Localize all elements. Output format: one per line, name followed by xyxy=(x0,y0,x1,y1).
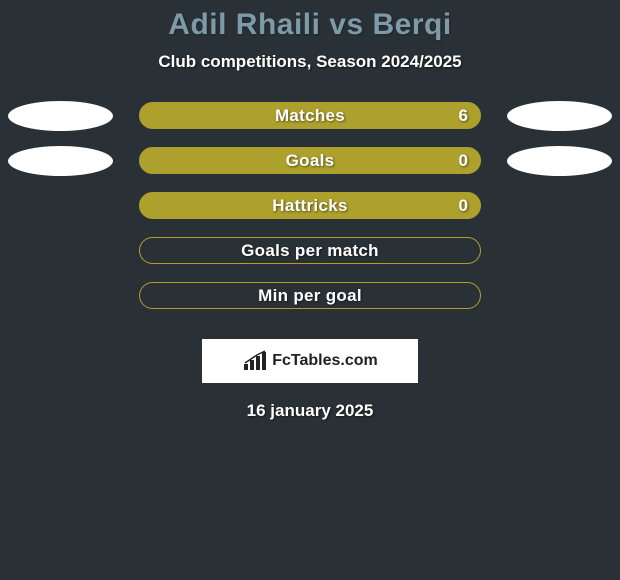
brand-text: FcTables.com xyxy=(272,352,378,370)
left-ellipse xyxy=(8,101,113,131)
left-ellipse xyxy=(8,146,113,176)
stat-value: 0 xyxy=(459,196,468,216)
stat-label: Goals per match xyxy=(241,241,379,261)
stat-label: Matches xyxy=(275,106,345,126)
chart-bars-icon xyxy=(242,350,268,372)
stat-bar: Hattricks 0 xyxy=(139,192,481,219)
stats-rows: Matches 6 Goals 0 Hattricks 0 Goals per match M… xyxy=(0,102,620,309)
brand-box: FcTables.com xyxy=(202,339,418,383)
stat-value: 0 xyxy=(459,151,468,171)
stat-row: Matches 6 xyxy=(0,102,620,129)
stat-bar: Goals per match xyxy=(139,237,481,264)
stat-row: Min per goal xyxy=(0,282,620,309)
stat-row: Hattricks 0 xyxy=(0,192,620,219)
right-ellipse xyxy=(507,146,612,176)
page-title: Adil Rhaili vs Berqi xyxy=(0,8,620,42)
date-text: 16 january 2025 xyxy=(0,401,620,421)
stat-label: Goals xyxy=(286,151,335,171)
stat-bar: Min per goal xyxy=(139,282,481,309)
comparison-card: Adil Rhaili vs Berqi Club competitions, … xyxy=(0,0,620,580)
stat-bar: Goals 0 xyxy=(139,147,481,174)
right-ellipse xyxy=(507,101,612,131)
stat-row: Goals 0 xyxy=(0,147,620,174)
stat-bar: Matches 6 xyxy=(139,102,481,129)
stat-row: Goals per match xyxy=(0,237,620,264)
brand-logo: FcTables.com xyxy=(242,350,378,372)
subtitle: Club competitions, Season 2024/2025 xyxy=(0,52,620,72)
stat-value: 6 xyxy=(459,106,468,126)
stat-label: Hattricks xyxy=(272,196,347,216)
stat-label: Min per goal xyxy=(258,286,362,306)
